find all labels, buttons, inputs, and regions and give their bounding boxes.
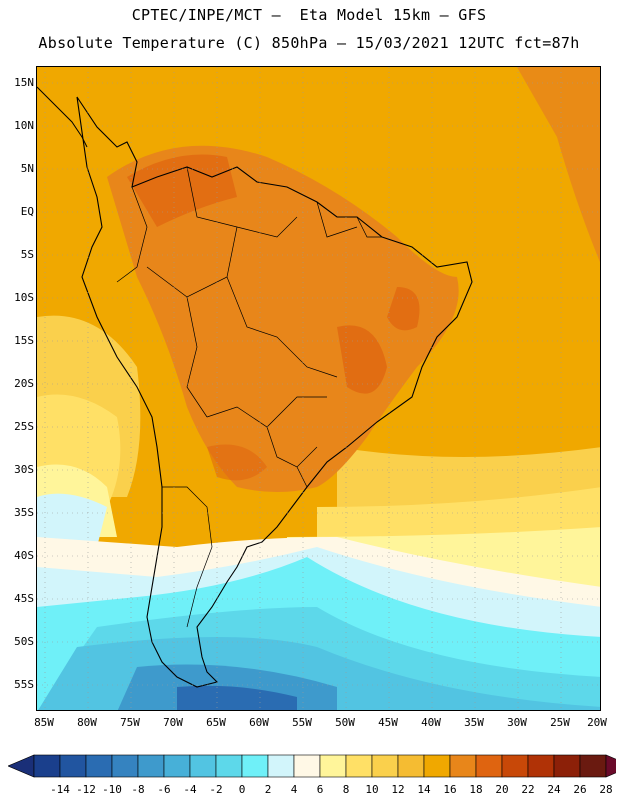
- map-subtitle: Absolute Temperature (C) 850hPa – 15/03/…: [38, 34, 580, 52]
- color-bar-label: 26: [573, 783, 587, 796]
- lat-label-eq: EQ: [20, 205, 34, 218]
- color-bar-label: -8: [131, 783, 145, 796]
- color-bar-label: 28: [599, 783, 613, 796]
- color-bar-label: -10: [102, 783, 122, 796]
- color-bar-segment: [85, 754, 113, 778]
- lon-label-20w: 20W: [587, 716, 607, 729]
- map-canvas: [37, 67, 600, 710]
- lat-label-35s: 35S: [14, 506, 34, 519]
- color-bar-segment: [449, 754, 477, 778]
- lon-label-45w: 45W: [378, 716, 398, 729]
- color-bar-label: 2: [264, 783, 272, 796]
- color-bar-label: -14: [50, 783, 70, 796]
- lon-label-50w: 50W: [335, 716, 355, 729]
- lat-label-15n: 15N: [14, 76, 34, 89]
- color-bar-segment: [475, 754, 503, 778]
- lat-label-55s: 55S: [14, 678, 34, 691]
- color-bar-over-arrow: [605, 754, 616, 778]
- color-bar-segment: [319, 754, 347, 778]
- lon-label-55w: 55W: [292, 716, 312, 729]
- lon-label-25w: 25W: [550, 716, 570, 729]
- color-bar: [8, 754, 616, 778]
- lon-label-65w: 65W: [206, 716, 226, 729]
- lon-label-80w: 80W: [77, 716, 97, 729]
- color-bar-label: -2: [209, 783, 223, 796]
- color-bar-label: 20: [495, 783, 509, 796]
- map-title: CPTEC/INPE/MCT – Eta Model 15km – GFS: [131, 6, 487, 24]
- color-bar-label: 18: [469, 783, 483, 796]
- graticule: [37, 67, 600, 710]
- lat-label-40s: 40S: [14, 549, 34, 562]
- color-bar-label: -4: [183, 783, 197, 796]
- color-bar-label: 10: [365, 783, 379, 796]
- color-bar-segment: [33, 754, 61, 778]
- color-bar-segment: [553, 754, 581, 778]
- lon-label-35w: 35W: [464, 716, 484, 729]
- color-bar-segment: [59, 754, 87, 778]
- color-bar-label: -6: [157, 783, 171, 796]
- color-bar-label: 0: [238, 783, 246, 796]
- color-bar-segment: [215, 754, 243, 778]
- color-bar-segment: [345, 754, 373, 778]
- lon-label-30w: 30W: [507, 716, 527, 729]
- lat-label-5s: 5S: [20, 248, 34, 261]
- lon-label-70w: 70W: [163, 716, 183, 729]
- lat-label-10n: 10N: [14, 119, 34, 132]
- color-bar-segment: [371, 754, 399, 778]
- color-bar-under-arrow: [8, 754, 35, 778]
- color-bar-segment: [267, 754, 295, 778]
- color-bar-label: 4: [290, 783, 298, 796]
- lon-label-40w: 40W: [421, 716, 441, 729]
- lat-label-5n: 5N: [20, 162, 34, 175]
- color-bar-segment: [423, 754, 451, 778]
- coastline: [76, 96, 473, 688]
- color-bar-label: 6: [316, 783, 324, 796]
- color-bar-label: 16: [443, 783, 457, 796]
- lon-label-75w: 75W: [120, 716, 140, 729]
- lon-label-60w: 60W: [249, 716, 269, 729]
- color-bar-segment: [137, 754, 165, 778]
- color-bar-segment: [111, 754, 139, 778]
- lat-label-30s: 30S: [14, 463, 34, 476]
- color-bar-label: 12: [391, 783, 405, 796]
- country-borders: [116, 166, 382, 628]
- lat-label-50s: 50S: [14, 635, 34, 648]
- lat-label-15s: 15S: [14, 334, 34, 347]
- color-bar-segment: [527, 754, 555, 778]
- color-bar-segment: [189, 754, 217, 778]
- color-bar-segment: [579, 754, 607, 778]
- color-bar-label: 8: [342, 783, 350, 796]
- color-bar-segment: [241, 754, 269, 778]
- lat-label-45s: 45S: [14, 592, 34, 605]
- color-bar-label: 22: [521, 783, 535, 796]
- lat-label-10s: 10S: [14, 291, 34, 304]
- color-bar-segment: [163, 754, 191, 778]
- lon-label-85w: 85W: [34, 716, 54, 729]
- lat-label-25s: 25S: [14, 420, 34, 433]
- color-bar-segment: [501, 754, 529, 778]
- temperature-map: [36, 66, 601, 711]
- color-bar-label: 24: [547, 783, 561, 796]
- color-bar-segment: [293, 754, 321, 778]
- color-bar-label: 14: [417, 783, 431, 796]
- color-bar-label: -12: [76, 783, 96, 796]
- lat-label-20s: 20S: [14, 377, 34, 390]
- color-bar-segment: [397, 754, 425, 778]
